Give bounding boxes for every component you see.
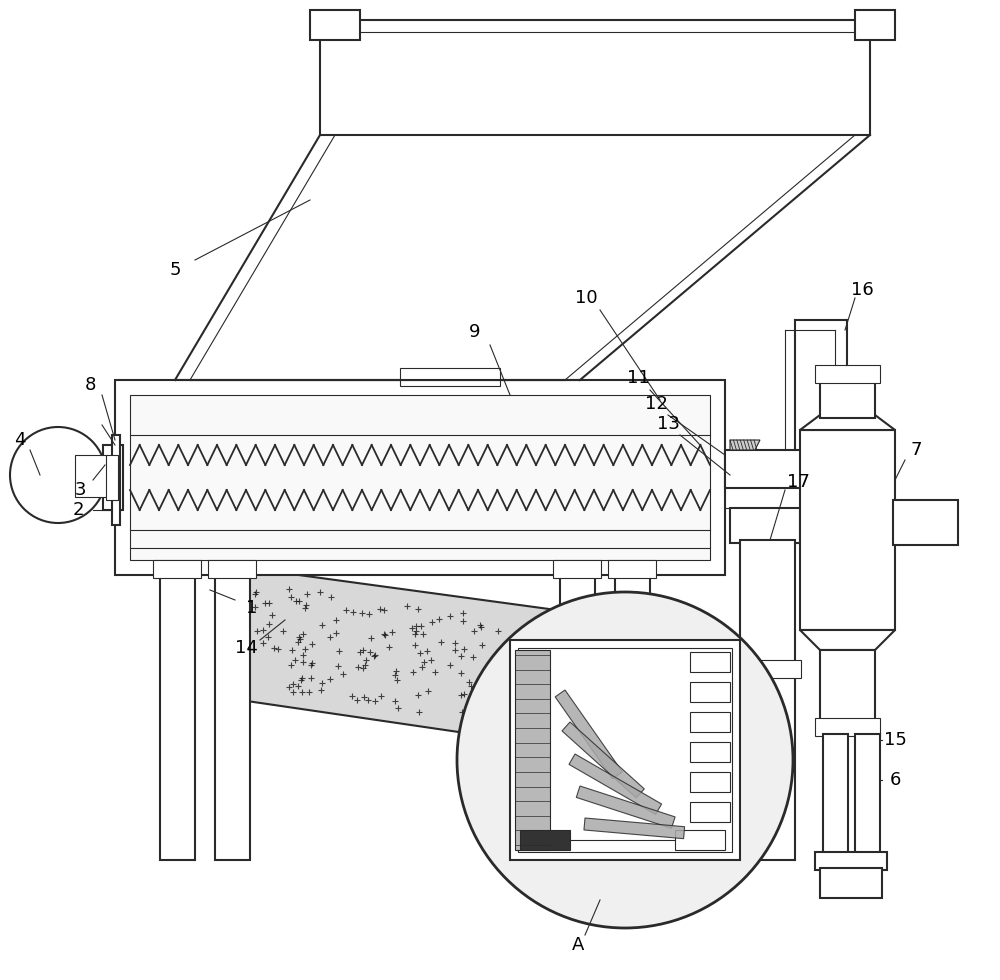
Bar bbox=[608, 560, 656, 578]
Bar bbox=[823, 734, 848, 854]
Bar bbox=[153, 560, 201, 578]
Text: 14: 14 bbox=[235, 639, 257, 657]
Bar bbox=[208, 560, 256, 578]
Bar bbox=[815, 718, 880, 736]
Bar bbox=[730, 508, 800, 543]
Text: 6: 6 bbox=[889, 771, 901, 789]
Text: 5: 5 bbox=[169, 261, 181, 279]
Polygon shape bbox=[800, 630, 895, 650]
Bar bbox=[690, 652, 730, 672]
Text: 4: 4 bbox=[14, 431, 26, 449]
Bar bbox=[310, 10, 360, 40]
Bar bbox=[320, 20, 870, 32]
Bar bbox=[855, 734, 880, 854]
Bar bbox=[75, 455, 107, 497]
Bar bbox=[160, 570, 195, 860]
Bar bbox=[733, 660, 801, 678]
Bar bbox=[518, 648, 732, 852]
Bar bbox=[815, 365, 880, 383]
Text: 7: 7 bbox=[910, 441, 922, 459]
Bar bbox=[800, 430, 895, 630]
Bar bbox=[520, 830, 570, 850]
Polygon shape bbox=[730, 440, 760, 450]
Bar bbox=[560, 570, 595, 860]
Polygon shape bbox=[569, 754, 662, 814]
Bar bbox=[215, 570, 250, 860]
Bar bbox=[115, 380, 725, 575]
Text: A: A bbox=[572, 936, 584, 954]
Bar bbox=[690, 682, 730, 702]
Text: 10: 10 bbox=[575, 289, 597, 307]
Bar bbox=[112, 435, 120, 525]
Text: 13: 13 bbox=[657, 415, 679, 433]
Text: 1: 1 bbox=[246, 599, 258, 617]
Bar bbox=[820, 868, 882, 898]
Text: 9: 9 bbox=[469, 323, 481, 341]
Bar bbox=[510, 640, 740, 860]
Text: 15: 15 bbox=[884, 731, 906, 749]
Bar bbox=[815, 852, 887, 870]
Text: 17: 17 bbox=[787, 473, 809, 491]
Bar bbox=[320, 20, 870, 135]
Bar bbox=[725, 450, 815, 488]
Bar bbox=[893, 500, 958, 545]
Bar bbox=[855, 10, 895, 40]
Bar bbox=[615, 570, 650, 860]
Bar bbox=[820, 650, 875, 720]
Bar bbox=[515, 650, 550, 850]
Bar bbox=[553, 560, 601, 578]
Circle shape bbox=[457, 592, 793, 928]
Polygon shape bbox=[555, 690, 622, 779]
Text: 12: 12 bbox=[645, 395, 667, 413]
Bar bbox=[690, 802, 730, 822]
Text: 2: 2 bbox=[72, 501, 84, 519]
Bar bbox=[690, 772, 730, 792]
Polygon shape bbox=[584, 818, 685, 839]
Bar bbox=[725, 488, 805, 508]
Bar bbox=[675, 830, 725, 850]
Text: 8: 8 bbox=[84, 376, 96, 394]
Text: 16: 16 bbox=[851, 281, 873, 299]
Polygon shape bbox=[800, 415, 895, 430]
Bar bbox=[400, 368, 500, 386]
Polygon shape bbox=[225, 565, 650, 760]
Bar bbox=[740, 670, 795, 860]
Bar bbox=[690, 742, 730, 762]
Polygon shape bbox=[562, 722, 644, 798]
Text: 3: 3 bbox=[74, 481, 86, 499]
Text: 11: 11 bbox=[627, 369, 649, 387]
Bar bbox=[740, 540, 795, 670]
Bar bbox=[690, 712, 730, 732]
Bar bbox=[820, 380, 875, 418]
Bar bbox=[103, 445, 123, 510]
Polygon shape bbox=[576, 786, 675, 828]
Bar bbox=[130, 395, 710, 560]
Bar bbox=[106, 455, 118, 500]
Circle shape bbox=[10, 427, 106, 523]
